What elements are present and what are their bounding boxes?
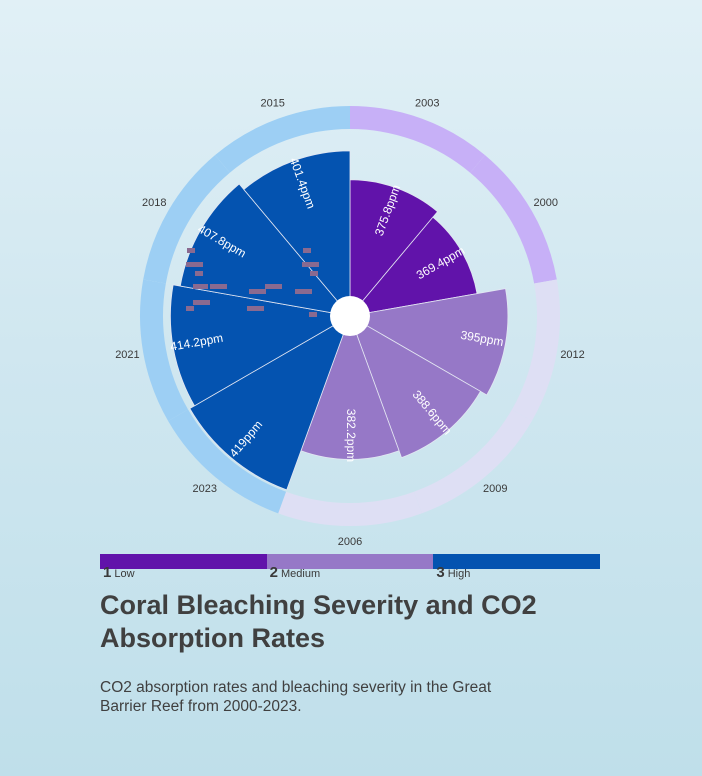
year-label-2009: 2009 bbox=[483, 483, 507, 495]
severity-ring-2015 bbox=[215, 106, 350, 173]
legend-num-low: 1 bbox=[103, 564, 112, 581]
year-label-2000: 2000 bbox=[533, 197, 557, 209]
center-hole bbox=[330, 296, 370, 336]
legend-label-low: Low bbox=[114, 568, 135, 580]
legend-num-high: 3 bbox=[436, 564, 445, 581]
severity-ring-2021 bbox=[139, 279, 189, 421]
legend-num-medium: 2 bbox=[269, 564, 279, 581]
year-label-2015: 2015 bbox=[260, 98, 284, 110]
chart-subtitle: CO2 absorption rates and bleaching sever… bbox=[100, 679, 492, 715]
severity-legend: 1 Low 2 Medium 3 High bbox=[100, 554, 601, 581]
legend-item-medium: 2 Medium bbox=[266, 554, 434, 581]
severity-ring-2009 bbox=[413, 409, 532, 514]
year-label-2018: 2018 bbox=[142, 197, 166, 209]
severity-ring-2006 bbox=[278, 491, 422, 526]
legend-label-high: High bbox=[447, 568, 471, 580]
legend-swatch-high bbox=[433, 554, 601, 569]
year-label-2023: 2023 bbox=[192, 483, 216, 495]
severity-ring-2000 bbox=[470, 155, 557, 284]
severity-ring-layer bbox=[139, 106, 560, 526]
bar-2003 bbox=[349, 179, 439, 318]
chart-title: Coral Bleaching Severity and CO2 Absorpt… bbox=[100, 590, 537, 653]
legend-swatch-low bbox=[100, 554, 267, 569]
year-label-2012: 2012 bbox=[560, 349, 584, 361]
severity-ring-2018 bbox=[143, 155, 230, 284]
value-label-2006: 382.2ppm bbox=[344, 409, 358, 462]
bar-2012 bbox=[348, 288, 509, 396]
legend-label-medium: Medium bbox=[281, 568, 321, 580]
bar-layer bbox=[170, 150, 509, 491]
year-label-2006: 2006 bbox=[338, 536, 362, 548]
legend-item-low: 1 Low bbox=[100, 554, 267, 581]
year-label-2003: 2003 bbox=[415, 98, 439, 110]
bar-2018 bbox=[179, 183, 352, 317]
legend-item-high: 3 High bbox=[433, 554, 601, 581]
bar-2021 bbox=[170, 284, 352, 407]
bar-2009 bbox=[349, 315, 482, 459]
legend-swatch-medium bbox=[266, 554, 434, 569]
bar-2023 bbox=[189, 315, 351, 491]
severity-ring-2003 bbox=[350, 106, 485, 173]
year-label-2021: 2021 bbox=[115, 349, 139, 361]
coral-decoration bbox=[186, 248, 319, 317]
bar-2015 bbox=[243, 150, 351, 318]
severity-ring-2012 bbox=[511, 279, 560, 421]
severity-ring-2023 bbox=[168, 409, 287, 514]
